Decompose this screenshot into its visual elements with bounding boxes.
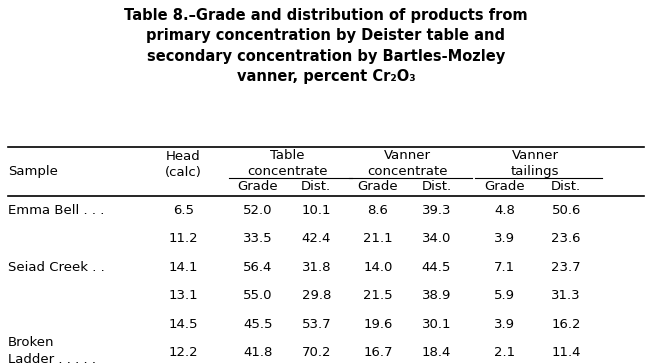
Text: 21.1: 21.1 <box>363 232 393 245</box>
Text: 56.4: 56.4 <box>243 261 273 274</box>
Text: Table
concentrate: Table concentrate <box>247 148 327 178</box>
Text: 11.2: 11.2 <box>168 232 198 245</box>
Text: 2.1: 2.1 <box>494 346 515 359</box>
Text: 41.8: 41.8 <box>243 346 273 359</box>
Text: 34.0: 34.0 <box>422 232 451 245</box>
Text: Emma Bell . . .: Emma Bell . . . <box>8 204 104 217</box>
Text: 14.1: 14.1 <box>168 261 198 274</box>
Text: 10.1: 10.1 <box>301 204 331 217</box>
Text: Head
(calc): Head (calc) <box>165 150 201 179</box>
Text: 30.1: 30.1 <box>422 318 451 331</box>
Text: 18.4: 18.4 <box>422 346 451 359</box>
Text: 50.6: 50.6 <box>552 204 581 217</box>
Text: Grade: Grade <box>358 180 398 193</box>
Text: 12.2: 12.2 <box>168 346 198 359</box>
Text: 23.6: 23.6 <box>552 232 581 245</box>
Text: 3.9: 3.9 <box>494 318 515 331</box>
Text: 38.9: 38.9 <box>422 289 451 302</box>
Text: 3.9: 3.9 <box>494 232 515 245</box>
Text: Sample: Sample <box>8 165 58 178</box>
Text: 31.3: 31.3 <box>552 289 581 302</box>
Text: Dist.: Dist. <box>421 180 451 193</box>
Text: 42.4: 42.4 <box>302 232 331 245</box>
Text: Seiad Creek . .: Seiad Creek . . <box>8 261 104 274</box>
Text: 45.5: 45.5 <box>243 318 273 331</box>
Text: 70.2: 70.2 <box>301 346 331 359</box>
Text: Grade: Grade <box>237 180 278 193</box>
Text: Broken: Broken <box>8 336 54 349</box>
Text: 33.5: 33.5 <box>243 232 273 245</box>
Text: Vanner
tailings: Vanner tailings <box>511 148 559 178</box>
Text: 7.1: 7.1 <box>494 261 515 274</box>
Text: Vanner
concentrate: Vanner concentrate <box>367 148 447 178</box>
Text: 14.0: 14.0 <box>363 261 393 274</box>
Text: 53.7: 53.7 <box>301 318 331 331</box>
Text: 39.3: 39.3 <box>422 204 451 217</box>
Text: 44.5: 44.5 <box>422 261 451 274</box>
Text: 31.8: 31.8 <box>301 261 331 274</box>
Text: 14.5: 14.5 <box>168 318 198 331</box>
Text: 52.0: 52.0 <box>243 204 273 217</box>
Text: 5.9: 5.9 <box>494 289 515 302</box>
Text: 6.5: 6.5 <box>173 204 194 217</box>
Text: 4.8: 4.8 <box>494 204 515 217</box>
Text: 16.2: 16.2 <box>552 318 581 331</box>
Text: Ladder . . . . .: Ladder . . . . . <box>8 353 96 363</box>
Text: 13.1: 13.1 <box>168 289 198 302</box>
Text: 16.7: 16.7 <box>363 346 393 359</box>
Text: 8.6: 8.6 <box>368 204 389 217</box>
Text: 19.6: 19.6 <box>363 318 393 331</box>
Text: 11.4: 11.4 <box>552 346 581 359</box>
Text: 21.5: 21.5 <box>363 289 393 302</box>
Text: Dist.: Dist. <box>551 180 582 193</box>
Text: Dist.: Dist. <box>301 180 331 193</box>
Text: 23.7: 23.7 <box>552 261 581 274</box>
Text: Grade: Grade <box>484 180 525 193</box>
Text: 29.8: 29.8 <box>302 289 331 302</box>
Text: 55.0: 55.0 <box>243 289 273 302</box>
Text: Table 8.–Grade and distribution of products from
primary concentration by Deiste: Table 8.–Grade and distribution of produ… <box>124 8 528 84</box>
